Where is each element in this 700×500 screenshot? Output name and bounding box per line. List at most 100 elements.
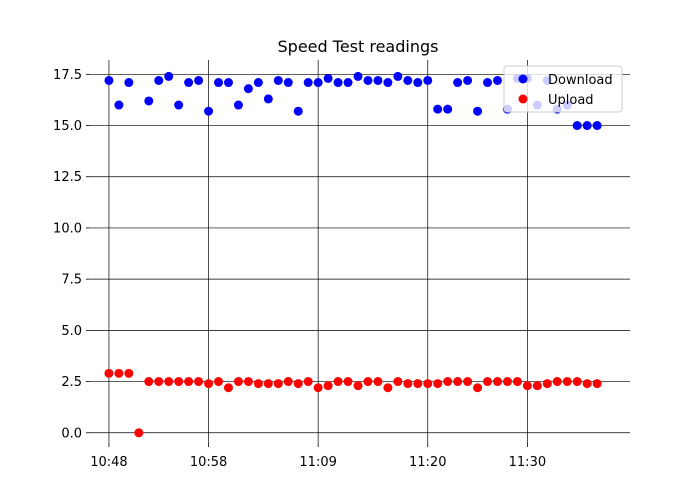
upload-point [223, 383, 233, 393]
download-point [373, 75, 383, 85]
download-point [204, 106, 214, 116]
download-point [443, 104, 453, 114]
upload-point [353, 381, 363, 391]
y-tick-label: 17.5 [53, 68, 82, 83]
download-point [333, 78, 343, 88]
download-point [243, 84, 253, 94]
upload-point [233, 377, 243, 387]
download-point [492, 75, 502, 85]
download-point [473, 106, 483, 116]
y-tick-label: 2.5 [61, 375, 82, 390]
download-point [144, 96, 154, 106]
legend-box [503, 65, 623, 113]
download-point [104, 75, 114, 85]
download-point [214, 78, 224, 88]
upload-point [333, 377, 343, 387]
upload-point [463, 377, 473, 387]
download-point [273, 75, 283, 85]
download-point [194, 75, 204, 85]
x-tick-label: 11:30 [509, 455, 546, 470]
upload-point [492, 377, 502, 387]
legend-marker-download [518, 74, 528, 84]
upload-point [453, 377, 463, 387]
upload-point [194, 377, 204, 387]
y-tick-label: 10.0 [53, 221, 82, 236]
upload-point [303, 377, 313, 387]
upload-point [413, 379, 423, 389]
upload-point [174, 377, 184, 387]
download-point [184, 78, 194, 88]
x-tick-label: 11:09 [299, 455, 336, 470]
x-axis-ticks: 10:48 10:58 11:09 11:20 11:30 [90, 443, 546, 470]
y-axis-ticks: 0.0 2.5 5.0 7.5 10.0 12.5 15.0 17.5 [53, 68, 90, 441]
x-tick-label: 11:20 [409, 455, 446, 470]
download-point [403, 75, 413, 85]
upload-point [114, 368, 124, 378]
upload-point [433, 379, 443, 389]
upload-point [323, 381, 333, 391]
download-point [383, 78, 393, 88]
x-tick-label: 10:58 [190, 455, 227, 470]
upload-point [572, 377, 582, 387]
upload-point [522, 381, 532, 391]
download-point [353, 71, 363, 81]
upload-point [184, 377, 194, 387]
x-tick-label: 10:48 [90, 455, 127, 470]
download-point [283, 78, 293, 88]
legend-label-download: Download [548, 73, 613, 88]
upload-point [373, 377, 383, 387]
y-tick-label: 0.0 [61, 426, 82, 441]
download-point [313, 78, 323, 88]
download-point [463, 75, 473, 85]
legend-marker-upload [518, 94, 528, 104]
upload-point [263, 379, 273, 389]
download-point [483, 78, 493, 88]
upload-point [393, 377, 403, 387]
upload-point [443, 377, 453, 387]
download-point [592, 121, 602, 131]
download-point [413, 78, 423, 88]
download-point [393, 71, 403, 81]
upload-point [403, 379, 413, 389]
upload-point [144, 377, 154, 387]
download-point [293, 106, 303, 116]
upload-point [273, 379, 283, 389]
data-points [104, 71, 602, 438]
download-point [174, 100, 184, 110]
upload-point [124, 368, 134, 378]
upload-point [283, 377, 293, 387]
download-point [124, 78, 134, 88]
upload-point [502, 377, 512, 387]
upload-point [343, 377, 353, 387]
upload-point [134, 428, 144, 438]
download-point [453, 78, 463, 88]
upload-point [542, 379, 552, 389]
upload-point [532, 381, 542, 391]
download-point [154, 75, 164, 85]
y-tick-label: 15.0 [53, 119, 82, 134]
download-point [233, 100, 243, 110]
upload-point [582, 379, 592, 389]
download-point [582, 121, 592, 131]
download-point [253, 78, 263, 88]
download-point [363, 75, 373, 85]
upload-point [383, 383, 393, 393]
download-point [303, 78, 313, 88]
download-point [433, 104, 443, 114]
download-point [323, 73, 333, 83]
upload-point [562, 377, 572, 387]
upload-point [512, 377, 522, 387]
y-tick-label: 5.0 [61, 324, 82, 339]
download-point [114, 100, 124, 110]
upload-point [423, 379, 433, 389]
upload-point [243, 377, 253, 387]
upload-point [164, 377, 174, 387]
upload-point [473, 383, 483, 393]
upload-point [214, 377, 224, 387]
download-point [164, 71, 174, 81]
upload-point [293, 379, 303, 389]
upload-point [253, 379, 263, 389]
download-point [572, 121, 582, 131]
upload-point [552, 377, 562, 387]
